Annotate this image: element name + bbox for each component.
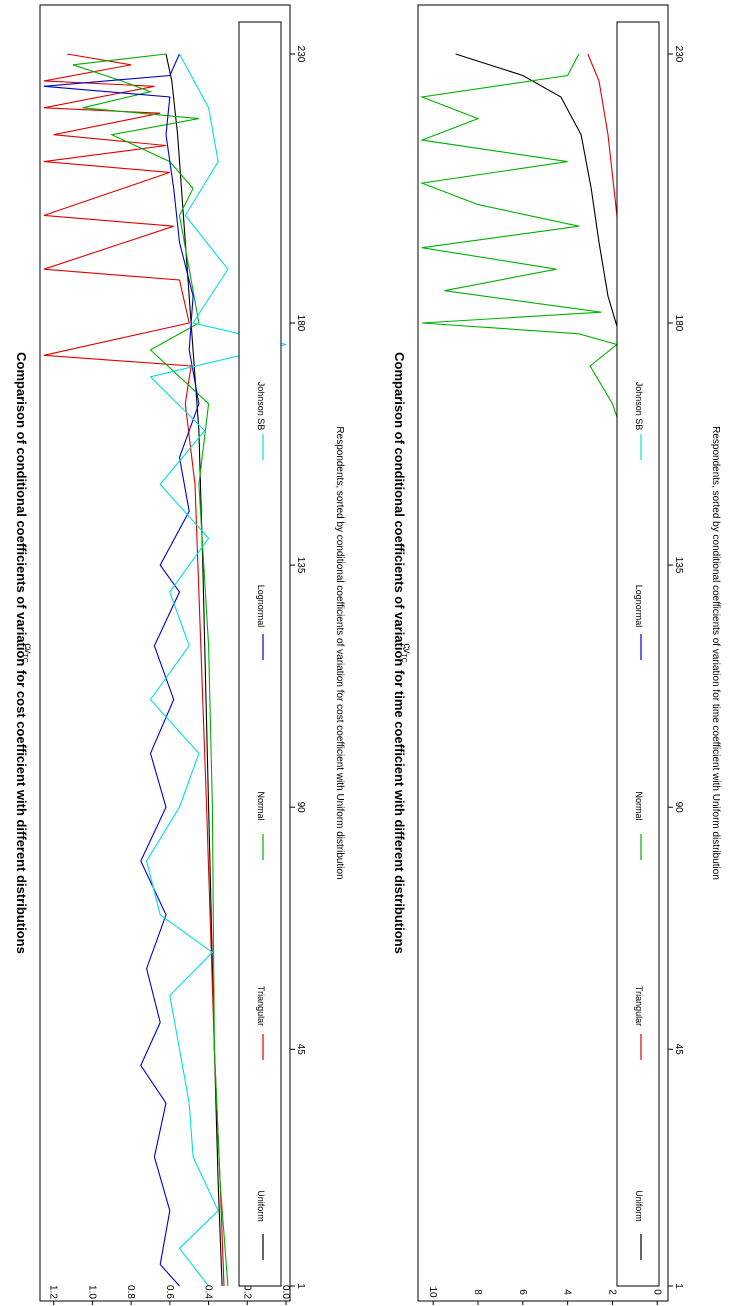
legend-box [238,21,282,1287]
legend-label: Johnson SB [256,382,266,431]
time-coefficient-chart: Comparison of conditional coefficients o… [392,4,721,1305]
y-axis-label-main: cv [401,643,412,653]
y-tick-label: 0.8 [125,1285,136,1299]
x-axis-label: Respondents, sorted by conditional coeff… [334,426,345,879]
y-tick-label: 8 [472,1289,483,1295]
x-tick-label: 135 [673,557,684,574]
legend-label: Uniform [634,1190,644,1222]
series-line-johnson-sb [146,53,287,1287]
series-line-uniform [165,53,223,1287]
legend-label: Triangular [634,986,644,1026]
chart-title: Comparison of conditional coefficients o… [392,352,407,954]
y-axis-label-main: cv [22,643,33,653]
svg-text:cvTC: cvTC [21,643,33,662]
x-axis-label: Respondents, sorted by conditional coeff… [710,426,721,880]
chart-title: Comparison of conditional coefficients o… [14,352,29,954]
series-line-normal [72,53,229,1287]
y-tick-label: 10 [427,1286,438,1298]
y-tick-label: 0.2 [241,1285,252,1299]
legend-label: Johnson SB [634,382,644,431]
legend: Uniform Triangular Normal Lognormal Johnson … [616,21,660,1287]
y-tick-label: 0.0 [280,1285,291,1299]
legend-label: Triangular [256,986,266,1026]
x-tick-label: 230 [673,46,684,63]
y-axis-label-sub: TC [400,653,407,662]
y-tick-label: 0.4 [203,1285,214,1299]
x-tick-label: 90 [673,802,684,814]
x-tick-label: 180 [295,315,306,332]
y-tick-label: 2 [606,1289,617,1295]
legend-label: Normal [634,791,644,820]
x-tick-label: 45 [295,1044,306,1056]
plot-area [419,53,652,1287]
y-tick-label: 6 [517,1289,528,1295]
x-tick-label: 135 [295,557,306,574]
x-tick-label: 45 [673,1044,684,1056]
y-tick-label: 4 [562,1289,573,1295]
y-tick-label: 0.6 [164,1285,175,1299]
legend-label: Lognormal [634,585,644,628]
y-axis-label: cvTC [400,643,412,662]
x-tick-label: 90 [295,802,306,814]
svg-text:cvTC: cvTC [400,643,412,662]
x-tick-label: 1 [295,1283,306,1289]
y-axis: 0 2 4 6 8 10 [427,1286,662,1305]
y-axis-label: cvTC [21,643,33,662]
legend-label: Uniform [256,1190,266,1222]
y-axis: 0.0 0.2 0.4 0.6 0.8 1.0 1.2 [48,1285,291,1305]
y-tick-label: 1.0 [86,1285,97,1299]
legend-label: Lognormal [256,585,266,628]
plot-frame [417,4,669,1302]
series-line-normal [419,53,652,1287]
x-tick-label: 1 [673,1283,684,1289]
cost-coefficient-chart: Comparison of conditional coefficients o… [14,4,345,1305]
legend-box [616,21,660,1287]
series-line-triangular [43,53,225,1287]
plot-area [43,53,287,1287]
legend: Uniform Triangular Normal Lognormal Johnson … [238,21,282,1287]
series-line-lognormal [43,53,200,1287]
x-axis: 1 45 90 135 180 230 [290,46,306,1289]
y-tick-label: 1.2 [48,1285,59,1299]
plot-frame [39,4,291,1302]
x-axis: 1 45 90 135 180 230 [668,46,684,1289]
legend-label: Normal [256,791,266,820]
y-tick-label: 0 [651,1289,662,1295]
y-axis-label-sub: TC [21,653,28,662]
x-tick-label: 230 [295,46,306,63]
x-tick-label: 180 [673,315,684,332]
